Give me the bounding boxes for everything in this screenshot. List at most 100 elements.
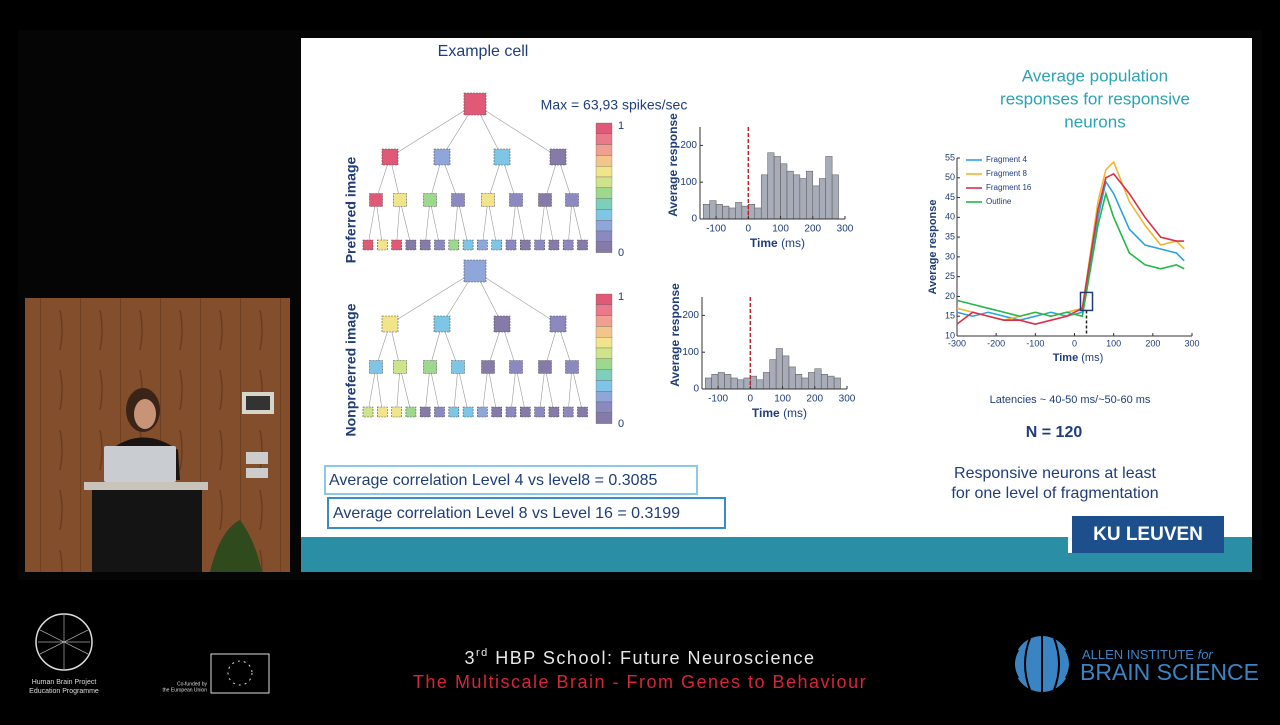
school-text: HBP School: Future Neuroscience — [489, 648, 816, 668]
correlation-box — [324, 465, 698, 495]
histogram-bar — [702, 204, 710, 220]
tree-node — [393, 193, 407, 207]
tree-node — [519, 406, 531, 418]
x-tick-label: -100 — [706, 224, 726, 235]
eu-flag — [210, 653, 270, 694]
histogram-bar — [722, 205, 730, 220]
tree-node — [493, 315, 511, 333]
tree-node — [577, 406, 588, 418]
y-tick-label: 30 — [945, 251, 955, 261]
tree-node — [362, 406, 374, 418]
tree-edge — [424, 366, 431, 413]
hbp-logo — [35, 613, 93, 671]
colorbar-tick: 0 — [618, 418, 624, 430]
tree-edge — [389, 270, 476, 325]
colorbar-cell — [595, 187, 613, 199]
histogram-bar — [743, 377, 751, 390]
histogram-bar — [756, 379, 764, 390]
tree-edge — [515, 199, 526, 246]
y-tick-label: 45 — [945, 192, 955, 202]
y-tick-label: 0 — [693, 384, 699, 395]
histogram-bar — [801, 377, 809, 390]
school-subtitle: The Multiscale Brain - From Genes to Beh… — [413, 672, 867, 692]
series-line — [956, 190, 1185, 318]
max-label: Max = 63,93 spikes/sec — [541, 97, 688, 113]
histogram-bar — [818, 178, 826, 220]
tree-node — [448, 406, 460, 418]
tree-node — [548, 406, 560, 418]
allen-logo — [1013, 636, 1071, 692]
histogram-bar — [754, 207, 762, 220]
population-title: Average population — [1022, 66, 1168, 85]
histogram-bar — [827, 375, 835, 390]
eu-text: Co-funded by — [177, 681, 208, 687]
tree-edge — [487, 199, 497, 246]
tree-node — [519, 239, 531, 251]
colorbar-cell — [595, 166, 613, 178]
tree-label: Preferred image — [343, 156, 359, 263]
histogram-bar — [831, 174, 839, 220]
x-tick-label: -200 — [987, 338, 1005, 348]
speaker-video — [25, 298, 290, 572]
tree-node — [423, 360, 437, 374]
x-tick-label: 300 — [837, 224, 854, 235]
population-title: neurons — [1064, 112, 1125, 131]
tree-node — [433, 315, 451, 333]
school-title: 3rd HBP School: Future Neuroscience — [464, 647, 815, 668]
tree-node — [423, 193, 437, 207]
histogram-bar — [735, 202, 743, 220]
tree-edge — [482, 366, 489, 413]
histogram-bar — [709, 200, 717, 220]
y-axis-label: Average response — [668, 283, 682, 387]
tree-edge — [399, 199, 412, 246]
allen-text: ALLEN INSTITUTE for — [1082, 647, 1213, 662]
school-sup: rd — [476, 647, 489, 659]
x-tick-label: -100 — [708, 394, 728, 405]
y-tick-label: 0 — [691, 214, 697, 225]
histogram-bar — [711, 374, 719, 390]
colorbar-cell — [595, 337, 613, 349]
tree-edge — [544, 366, 555, 413]
tree-node — [565, 193, 579, 207]
tree-node — [491, 239, 503, 251]
histogram-bar — [795, 374, 803, 390]
correlation: Average correlation Level 4 vs level8 = … — [329, 472, 657, 489]
colorbar-cell — [595, 144, 613, 156]
tree-node — [381, 148, 399, 166]
tree-edge — [474, 270, 559, 325]
tree-node — [477, 406, 488, 418]
tree-node — [491, 406, 503, 418]
n-count: N = 120 — [1026, 424, 1083, 441]
histogram-bar — [788, 366, 796, 390]
tree-node — [419, 239, 431, 251]
histogram-bar — [812, 185, 820, 220]
tree-node — [381, 315, 399, 333]
colorbar-cell — [595, 241, 613, 253]
colorbar-cell — [595, 133, 613, 145]
tree-edge — [389, 103, 476, 158]
tree-node — [505, 406, 517, 418]
tree-node — [493, 148, 511, 166]
x-tick-label: -100 — [1026, 338, 1044, 348]
x-tick-label: 100 — [772, 224, 789, 235]
title: Example cell — [438, 43, 529, 60]
tree-edge — [482, 199, 489, 246]
tree-edge — [515, 366, 526, 413]
histogram-bar — [808, 372, 816, 390]
histogram-bar — [737, 379, 745, 390]
tree-node — [562, 239, 574, 251]
x-tick-label: 100 — [774, 394, 791, 405]
latencies: Latencies ~ 40-50 ms/~50-60 ms — [990, 394, 1151, 406]
tree-edge — [457, 366, 469, 413]
legend-label: Fragment 8 — [986, 169, 1027, 178]
x-tick-label: 100 — [1106, 338, 1121, 348]
histogram-bar — [775, 348, 783, 390]
allen-brain: BRAIN SCIENCE — [1080, 659, 1259, 685]
colorbar-cell — [595, 155, 613, 167]
tree-edge — [510, 366, 517, 413]
tree-edge — [571, 199, 583, 246]
tree-edge — [457, 199, 469, 246]
tree-node — [451, 360, 465, 374]
tree-node — [448, 239, 460, 251]
tree-node — [477, 239, 488, 251]
